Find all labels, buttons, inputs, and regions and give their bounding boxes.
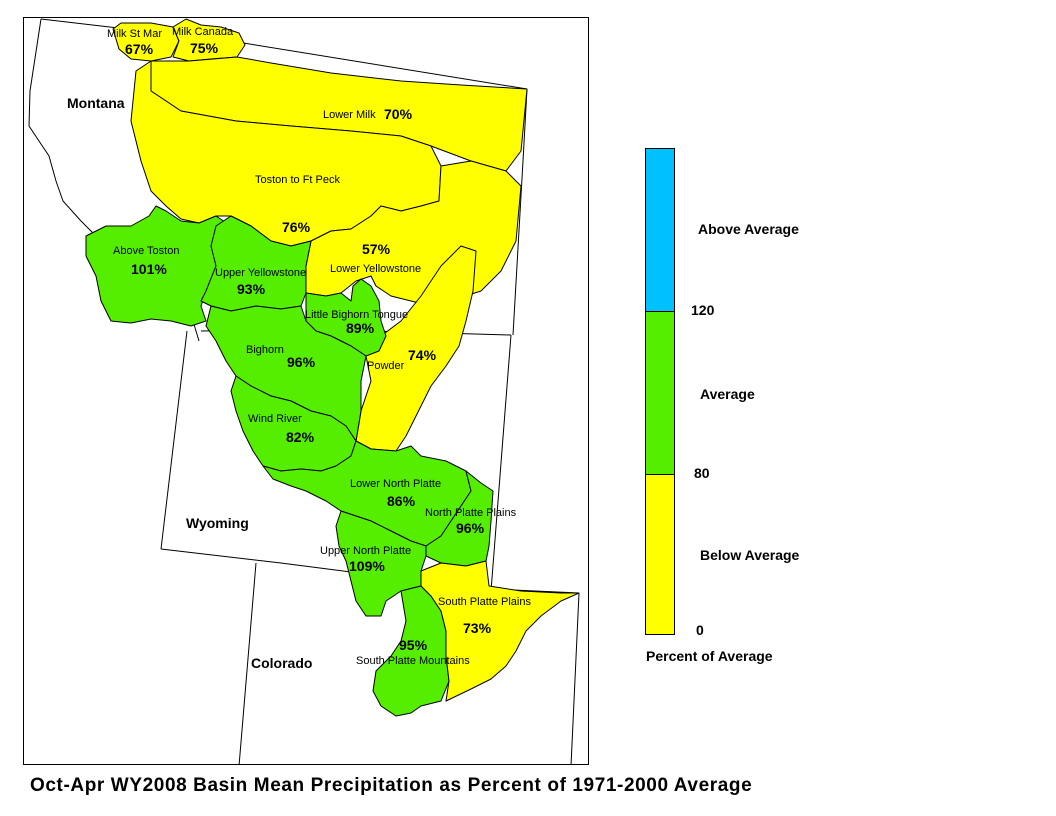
state-boundary-colorado-west bbox=[238, 562, 257, 764]
basin-percent-south-platte-mountains: 95% bbox=[399, 637, 428, 653]
basin-percent-lower-milk: 70% bbox=[384, 106, 413, 122]
legend-label-average: Average bbox=[700, 386, 755, 402]
legend-color-bar bbox=[645, 148, 675, 635]
basin-label-upper-north-platte: Upper North Platte bbox=[320, 545, 412, 557]
basin-percent-toston-ft-peck: 76% bbox=[282, 219, 311, 235]
legend-label-above-average: Above Average bbox=[698, 221, 799, 237]
basin-label-lower-north-platte: Lower North Platte bbox=[350, 478, 442, 490]
basin-label-little-bighorn-tongue: Little Bighorn Tongue bbox=[305, 309, 409, 321]
basin-label-above-toston: Above Toston bbox=[113, 245, 180, 257]
basin-shape-bighorn bbox=[205, 305, 367, 442]
basin-label-north-platte-plains: North Platte Plains bbox=[425, 507, 517, 519]
basin-label-lower-milk: Lower Milk bbox=[323, 109, 376, 121]
map-panel: Montana Wyoming Colorado Milk St Mar 67%… bbox=[23, 17, 589, 765]
basin-shape-milk-st-mary bbox=[112, 22, 180, 62]
basin-label-milk-canada: Milk Canada bbox=[172, 26, 234, 38]
basin-percent-lower-north-platte: 86% bbox=[387, 493, 416, 509]
basin-percent-little-bighorn-tongue: 89% bbox=[346, 320, 375, 336]
legend-tick-120: 120 bbox=[691, 302, 715, 318]
basin-label-wind-river: Wind River bbox=[248, 413, 302, 425]
state-boundary-montana-east bbox=[512, 88, 528, 336]
basin-percent-milk-st-mary: 67% bbox=[125, 41, 154, 57]
state-label-colorado: Colorado bbox=[251, 655, 313, 671]
basin-percent-milk-canada: 75% bbox=[190, 40, 219, 56]
basin-shape-milk-canada bbox=[172, 18, 246, 62]
legend-swatch-below-average bbox=[646, 475, 674, 634]
legend-swatch-above-average bbox=[646, 149, 674, 311]
basin-shape-south-platte-plains bbox=[420, 560, 580, 702]
state-boundary-colorado-east bbox=[570, 592, 580, 764]
state-label-wyoming: Wyoming bbox=[186, 515, 249, 531]
legend-divider bbox=[646, 474, 674, 475]
legend-tick-0: 0 bbox=[696, 622, 704, 638]
basin-map bbox=[28, 18, 580, 764]
map-title: Oct-Apr WY2008 Basin Mean Precipitation … bbox=[30, 775, 753, 796]
basin-percent-north-platte-plains: 96% bbox=[456, 520, 485, 536]
basin-label-upper-yellowstone: Upper Yellowstone bbox=[215, 267, 307, 279]
state-boundary-wyoming-west bbox=[160, 330, 188, 550]
state-boundary-wyoming-east bbox=[490, 334, 512, 592]
basin-label-powder: Powder bbox=[367, 360, 405, 372]
basin-percent-south-platte-plains: 73% bbox=[463, 620, 492, 636]
state-label-montana: Montana bbox=[67, 95, 125, 111]
basin-percent-lower-yellowstone: 57% bbox=[362, 241, 391, 257]
basin-percent-upper-north-platte: 109% bbox=[349, 558, 385, 574]
basin-label-bighorn: Bighorn bbox=[246, 344, 284, 356]
basin-label-toston-ft-peck: Toston to Ft Peck bbox=[255, 174, 340, 186]
basin-label-lower-yellowstone: Lower Yellowstone bbox=[330, 263, 422, 275]
legend-tick-80: 80 bbox=[694, 465, 710, 481]
basin-label-south-platte-plains: South Platte Plains bbox=[438, 596, 531, 608]
basin-percent-powder: 74% bbox=[408, 347, 437, 363]
basin-label-south-platte-mountains: South Platte Mountains bbox=[356, 655, 470, 667]
basin-percent-upper-yellowstone: 93% bbox=[237, 281, 266, 297]
basin-percent-wind-river: 82% bbox=[286, 429, 315, 445]
legend-divider bbox=[646, 311, 674, 312]
legend-title: Percent of Average bbox=[646, 648, 773, 664]
legend-label-below-average: Below Average bbox=[700, 547, 800, 563]
basin-percent-bighorn: 96% bbox=[287, 354, 316, 370]
basin-percent-above-toston: 101% bbox=[131, 261, 167, 277]
basin-label-milk-st-mary: Milk St Mar bbox=[107, 28, 162, 40]
legend-swatch-average bbox=[646, 312, 674, 474]
